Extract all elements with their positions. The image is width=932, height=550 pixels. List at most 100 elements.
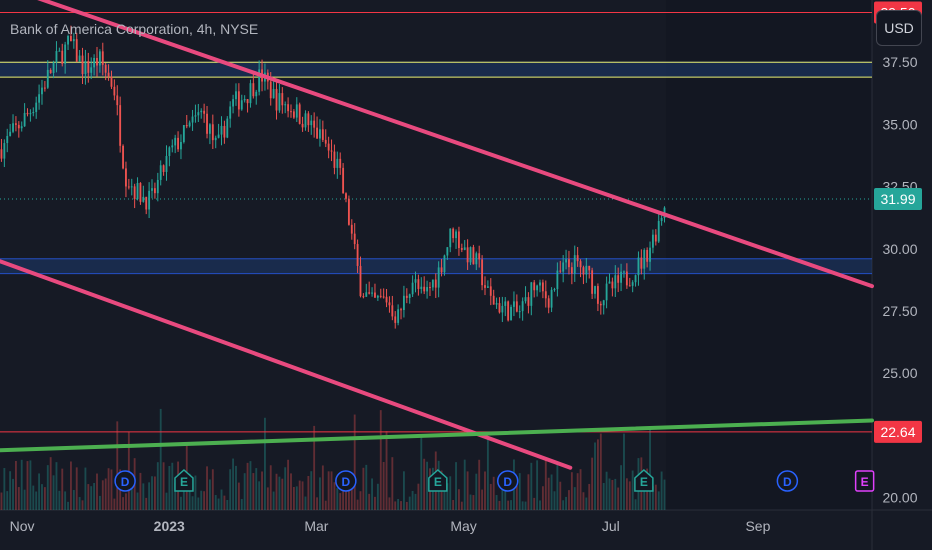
candle-body (307, 113, 310, 126)
volume-bar (287, 459, 290, 510)
candle-body (353, 233, 356, 245)
candle-body (75, 39, 78, 62)
candle-body (194, 115, 197, 117)
candle-body (449, 228, 452, 248)
candle-body (492, 295, 495, 305)
volume-bar (333, 482, 336, 510)
volume-bar (484, 471, 486, 510)
event-letter: D (783, 475, 792, 489)
candle-body (130, 186, 133, 188)
volume-bar (23, 489, 26, 510)
candle-body (295, 104, 298, 118)
volume-bar (237, 482, 240, 510)
candle-body (394, 316, 397, 323)
candle-body (350, 224, 353, 234)
volume-bar (162, 462, 165, 510)
price-line-badge-bg (874, 420, 922, 443)
dividend-marker[interactable]: D (496, 470, 519, 492)
volume-bar (423, 458, 426, 510)
volume-bar (544, 458, 547, 510)
volume-bar (617, 487, 620, 510)
event-letter: D (121, 475, 130, 489)
candle-body (576, 255, 579, 262)
candle-body (371, 292, 373, 294)
earnings-box (854, 470, 875, 492)
volume-bar (272, 491, 275, 510)
candle-body (657, 221, 660, 242)
candle-body (78, 55, 81, 62)
volume-bar (168, 465, 171, 510)
volume-bar (631, 470, 634, 510)
volume-bar (226, 500, 229, 510)
candle-body (562, 262, 565, 272)
candle-body (594, 286, 596, 294)
dividend-marker[interactable]: D (335, 470, 357, 492)
candle-body (214, 137, 217, 141)
candle-body (518, 311, 521, 313)
candle-body (498, 303, 501, 313)
volume-bar (203, 491, 206, 510)
volume-bar (379, 410, 382, 510)
candle-body (333, 151, 336, 168)
candle-body (565, 259, 567, 263)
candle-body (197, 112, 200, 116)
volume-bar (191, 496, 194, 510)
candle-body (67, 35, 69, 45)
dividend-marker[interactable]: D (114, 470, 136, 492)
candle-body (400, 309, 402, 311)
volume-bar (197, 497, 200, 510)
volume-bar (145, 497, 148, 510)
candle-body (9, 131, 12, 136)
candle-body (463, 247, 466, 250)
volume-bar (547, 477, 550, 510)
candle-body (298, 104, 301, 124)
x-tick-label: Nov (10, 518, 35, 534)
volume-bar (6, 491, 9, 510)
currency-button[interactable]: USD (876, 10, 922, 46)
volume-bar (78, 497, 81, 510)
candle-body (611, 281, 614, 289)
candle-body (29, 113, 32, 115)
candle-body (272, 88, 275, 99)
candle-body (414, 279, 417, 283)
volume-bar (408, 496, 411, 510)
candle-body (203, 110, 206, 114)
candle-body (98, 51, 101, 66)
volume-bar (232, 458, 235, 510)
candle-body (96, 57, 98, 66)
dividend-marker[interactable]: D (776, 470, 799, 492)
earnings-marker[interactable]: E (174, 468, 194, 492)
candle-body (17, 124, 20, 129)
candle-body (640, 257, 643, 269)
volume-bar (345, 474, 347, 510)
candle-body (388, 302, 391, 306)
volume-bar (246, 462, 249, 510)
candle-body (133, 186, 136, 200)
volume-bar (568, 490, 570, 510)
candle-body (310, 120, 313, 126)
volume-bar (261, 471, 263, 510)
volume-bar (385, 431, 388, 510)
y-tick-label: 35.00 (882, 116, 917, 132)
volume-bar (174, 482, 177, 510)
candle-body (536, 285, 539, 291)
volume-bar (208, 479, 211, 510)
volume-bar (353, 414, 356, 510)
earnings-marker[interactable]: E (634, 468, 654, 492)
candle-body (119, 105, 122, 146)
candle-body (397, 309, 400, 323)
candle-body (446, 247, 449, 256)
candle-body (255, 91, 258, 97)
candle-body (237, 91, 240, 110)
volume-bar (455, 462, 457, 510)
earnings-marker[interactable]: E (428, 468, 448, 492)
candle-body (359, 265, 362, 297)
volume-bar (75, 467, 78, 510)
volume-bar (17, 487, 20, 510)
candle-body (614, 275, 617, 289)
candle-body (122, 145, 124, 169)
candle-body (127, 186, 130, 188)
earnings-marker[interactable]: E (854, 470, 875, 492)
